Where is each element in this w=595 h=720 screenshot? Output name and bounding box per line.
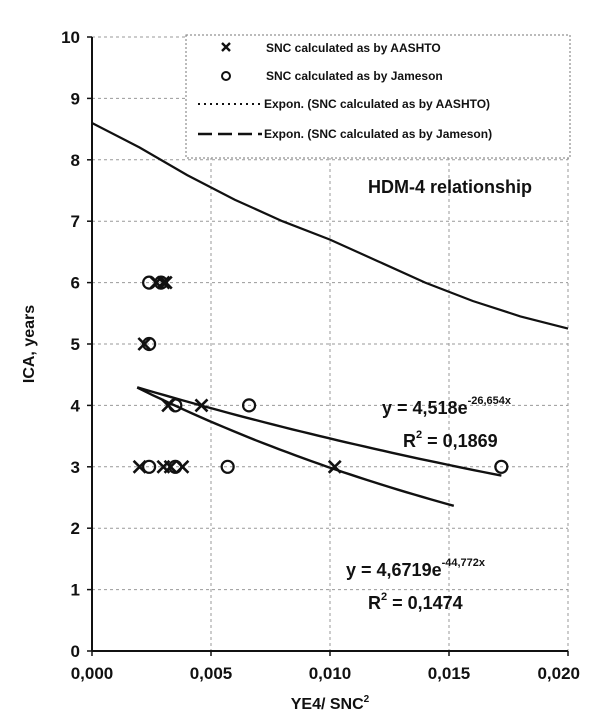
y-tick-label: 10 [61, 28, 80, 47]
legend-label-expon-jameson: Expon. (SNC calculated as by Jameson) [264, 127, 492, 141]
aashto-point [163, 459, 178, 474]
aashto-point [137, 337, 152, 351]
aashto-r2-label: R [368, 593, 381, 613]
aashto-r2-sup: 2 [381, 591, 387, 603]
aashto-equation: y = 4,6719e-44,772x [346, 557, 486, 580]
x-marker-icon [221, 42, 231, 52]
curve-layer [91, 122, 569, 507]
y-tick-label: 2 [71, 519, 80, 538]
aashto-equation-base: y = 4,6719e [346, 560, 442, 580]
jameson-r2: R2 = 0,1869 [403, 429, 498, 451]
jameson-equation: y = 4,518e-26,654x [382, 395, 512, 418]
aashto-r2: R2 = 0,1474 [368, 591, 463, 613]
y-axis-title: ICA, years [21, 305, 38, 383]
legend-label-jameson: SNC calculated as by Jameson [266, 69, 443, 83]
jameson-r2-value: = 0,1869 [422, 431, 498, 451]
tick-label-layer: 0 1 2 3 4 5 6 7 8 9 10 0,000 0,005 0,010 0,015 0,020 [61, 28, 580, 683]
legend-entry-expon-aashto: Expon. (SNC calculated as by AASHTO) [198, 97, 490, 111]
legend-box [185, 34, 571, 159]
trendline-jameson [136, 386, 502, 477]
aashto-point [156, 275, 171, 290]
trendline-aashto [136, 386, 455, 507]
y-tick-label: 9 [71, 89, 80, 108]
jameson-r2-sup: 2 [416, 429, 422, 441]
jameson-point [494, 459, 509, 474]
jameson-point [168, 459, 183, 474]
legend-entry-aashto: SNC calculated as by AASHTO [221, 41, 441, 55]
jameson-point [153, 275, 169, 290]
x-tick-label: 0,010 [309, 664, 352, 683]
y-tick-label: 5 [71, 335, 80, 354]
x-tick-label: 0,000 [71, 664, 114, 683]
x-axis-title-superscript: 2 [364, 694, 370, 705]
marker-layer [132, 275, 509, 474]
y-tick-label: 4 [71, 396, 81, 415]
hdm4-curve [91, 122, 569, 330]
aashto-point [158, 275, 173, 290]
hdm4-label: HDM-4 relationship [368, 177, 532, 197]
x-tick-label: 0,005 [190, 664, 233, 683]
jameson-point [241, 398, 257, 413]
aashto-point [194, 398, 209, 413]
jameson-point [220, 459, 235, 474]
jameson-point [142, 459, 157, 474]
y-tick-label: 8 [71, 151, 80, 170]
jameson-point [168, 398, 183, 413]
circle-marker-icon [221, 71, 231, 81]
x-tick-label: 0,020 [537, 664, 580, 683]
y-tick-label: 0 [71, 642, 80, 661]
jameson-equation-exponent: -26,654x [468, 395, 512, 407]
y-tick-label: 6 [71, 274, 80, 293]
aashto-r2-value: = 0,1474 [387, 593, 463, 613]
y-tick-label: 7 [71, 212, 80, 231]
y-tick-label: 3 [71, 458, 80, 477]
x-axis-title: YE4/ SNC2 [291, 694, 370, 713]
jameson-r2-label: R [403, 431, 416, 451]
jameson-point [142, 336, 157, 352]
legend-label-expon-aashto: Expon. (SNC calculated as by AASHTO) [264, 97, 490, 111]
legend-label-aashto: SNC calculated as by AASHTO [266, 41, 441, 55]
legend-entry-jameson: SNC calculated as by Jameson [221, 69, 443, 83]
legend-entry-expon-jameson: Expon. (SNC calculated as by Jameson) [198, 127, 492, 141]
aashto-equation-exponent: -44,772x [442, 557, 486, 569]
y-tick-label: 1 [71, 581, 80, 600]
x-tick-label: 0,015 [428, 664, 471, 683]
legend: SNC calculated as by AASHTO SNC calculat… [185, 34, 571, 159]
aashto-point [327, 459, 342, 474]
jameson-equation-base: y = 4,518e [382, 398, 468, 418]
